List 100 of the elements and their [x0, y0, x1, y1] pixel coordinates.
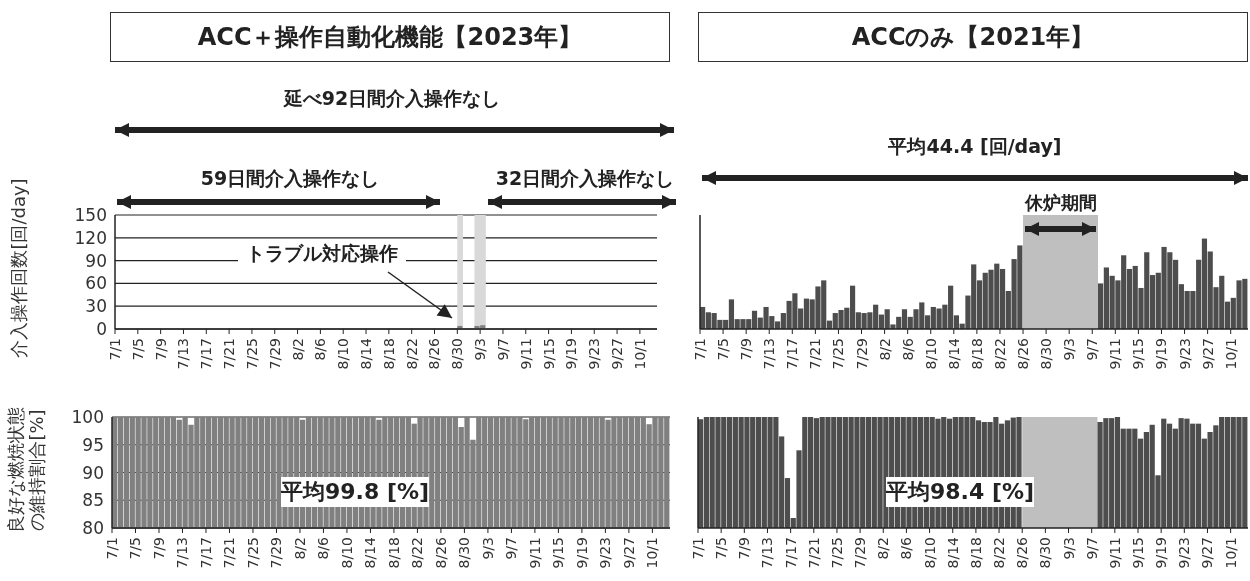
y-tick-label: 90: [85, 250, 107, 271]
y-tick-label: 95: [82, 434, 104, 455]
text: 32日間介入操作なし: [495, 166, 675, 191]
x-tick-label: 8/30: [1037, 537, 1054, 569]
x-tick-label: 9/19: [1153, 338, 1170, 370]
x-tick-label: 8/30: [456, 537, 473, 569]
x-tick-label: 8/30: [449, 338, 466, 370]
text: 平均44.4 [回/day]: [888, 134, 1062, 159]
x-tick-label: 8/2: [875, 537, 892, 560]
x-tick-label: 9/7: [503, 537, 520, 560]
x-tick-label: 7/9: [150, 537, 167, 560]
x-tick-label: 9/15: [540, 338, 557, 370]
x-tick-label: 8/14: [944, 536, 961, 569]
x-tick-label: 7/17: [198, 338, 215, 370]
x-tick-label: 9/11: [526, 537, 543, 569]
x-tick-label: 8/6: [898, 536, 915, 560]
x-tick-label: 9/11: [1106, 537, 1123, 569]
y-tick-label: 90: [82, 462, 104, 483]
x-tick-label: 7/9: [152, 338, 169, 361]
y-tick-label: 150: [74, 205, 107, 226]
y-axis-title: 介入操作回数[回/day]: [6, 177, 30, 360]
x-tick-label: 9/3: [472, 338, 489, 361]
x-tick-label: 9/15: [550, 537, 567, 569]
x-tick-label: 8/10: [922, 338, 939, 370]
chart-title: ACCのみ【2021年】: [698, 12, 1248, 62]
x-tick-label: 10/1: [1222, 537, 1239, 569]
y-tick-label: 30: [85, 296, 107, 317]
x-tick-label: 9/7: [494, 338, 511, 361]
x-tick-label: 8/18: [380, 338, 397, 370]
y-tick-label: 120: [74, 227, 107, 248]
band-label: 休炉期間: [1000, 191, 1121, 215]
x-tick-label: 7/17: [784, 338, 801, 370]
x-tick-label: 9/19: [573, 537, 590, 569]
x-tick-label: 7/25: [244, 537, 261, 569]
y-tick-label: 60: [85, 273, 107, 294]
x-tick-label: 9/27: [1199, 537, 1216, 569]
x-tick-label: 8/22: [403, 338, 420, 370]
x-tick-label: 8/26: [426, 337, 443, 370]
x-tick-label: 7/21: [805, 537, 822, 569]
x-tick-label: 8/26: [432, 536, 449, 569]
y-tick-label: 0: [96, 319, 107, 340]
x-tick-label: 8/30: [1038, 338, 1055, 370]
x-tick-label: 8/2: [289, 338, 306, 361]
x-tick-label: 10/1: [631, 338, 648, 370]
x-tick-label: 8/22: [991, 338, 1008, 370]
x-tick-label: 7/25: [830, 338, 847, 370]
x-tick-label: 9/15: [1130, 338, 1147, 370]
x-tick-label: 7/1: [690, 537, 706, 560]
annotation: 平均99.8 [%]: [280, 477, 430, 507]
x-tick-label: 7/5: [129, 338, 146, 361]
x-tick-label: 7/5: [127, 537, 144, 560]
text: 延べ92日間介入操作なし: [283, 86, 501, 111]
x-tick-label: 7/13: [761, 338, 778, 370]
x-tick-label: 7/5: [713, 537, 730, 560]
x-tick-label: 9/23: [586, 338, 603, 370]
annotation: トラブル対応操作: [238, 241, 406, 267]
y-axis-title: 良好な燃焼状態の維持割合[%]: [4, 406, 48, 535]
y-tick-label: 100: [71, 407, 104, 428]
y-tick-label: 85: [82, 490, 104, 511]
x-tick-label: 7/21: [807, 338, 824, 370]
x-tick-label: 10/1: [1222, 338, 1239, 370]
x-tick-label: 7/13: [174, 537, 191, 569]
x-tick-label: 7/1: [104, 537, 120, 560]
x-tick-label: 8/26: [1015, 337, 1032, 370]
x-tick-label: 8/18: [385, 537, 402, 569]
x-tick-label: 9/19: [563, 338, 580, 370]
x-tick-label: 8/14: [945, 337, 962, 370]
x-tick-label: 7/1: [692, 338, 708, 361]
chart-title: ACC＋操作自動化機能【2023年】: [110, 12, 670, 62]
x-tick-label: 8/2: [291, 537, 308, 560]
x-tick-label: 8/14: [358, 337, 375, 370]
x-tick-label: 7/13: [175, 338, 192, 370]
x-tick-label: 7/29: [266, 338, 283, 370]
x-tick-label: 8/10: [335, 338, 352, 370]
x-tick-label: 9/3: [479, 537, 496, 560]
x-tick-label: 7/29: [853, 338, 870, 370]
x-tick-label: 8/14: [362, 536, 379, 569]
x-tick-label: 7/1: [107, 338, 123, 361]
x-tick-label: 9/27: [1199, 338, 1216, 370]
x-tick-label: 7/17: [782, 537, 799, 569]
x-tick-label: 8/6: [315, 536, 332, 560]
x-tick-label: 7/21: [221, 338, 238, 370]
x-tick-label: 9/19: [1153, 537, 1170, 569]
x-tick-label: 9/15: [1130, 537, 1146, 569]
x-tick-label: 9/3: [1060, 537, 1077, 560]
x-tick-label: 8/26: [1014, 536, 1031, 569]
x-tick-label: 8/18: [967, 537, 984, 569]
x-tick-label: 8/6: [312, 337, 329, 361]
x-tick-label: 8/18: [968, 338, 985, 370]
x-tick-label: 8/10: [921, 537, 938, 569]
x-tick-label: 7/25: [243, 338, 260, 370]
x-tick-label: 7/25: [828, 537, 845, 569]
y-tick-label: 80: [82, 518, 104, 539]
x-tick-label: 9/27: [609, 338, 626, 370]
x-tick-label: 9/11: [1107, 338, 1124, 370]
x-tick-label: 8/22: [409, 537, 426, 569]
x-tick-label: 7/29: [268, 537, 285, 569]
x-tick-label: 9/11: [517, 338, 534, 370]
x-tick-label: 10/1: [644, 537, 661, 569]
x-tick-label: 7/21: [221, 537, 238, 569]
